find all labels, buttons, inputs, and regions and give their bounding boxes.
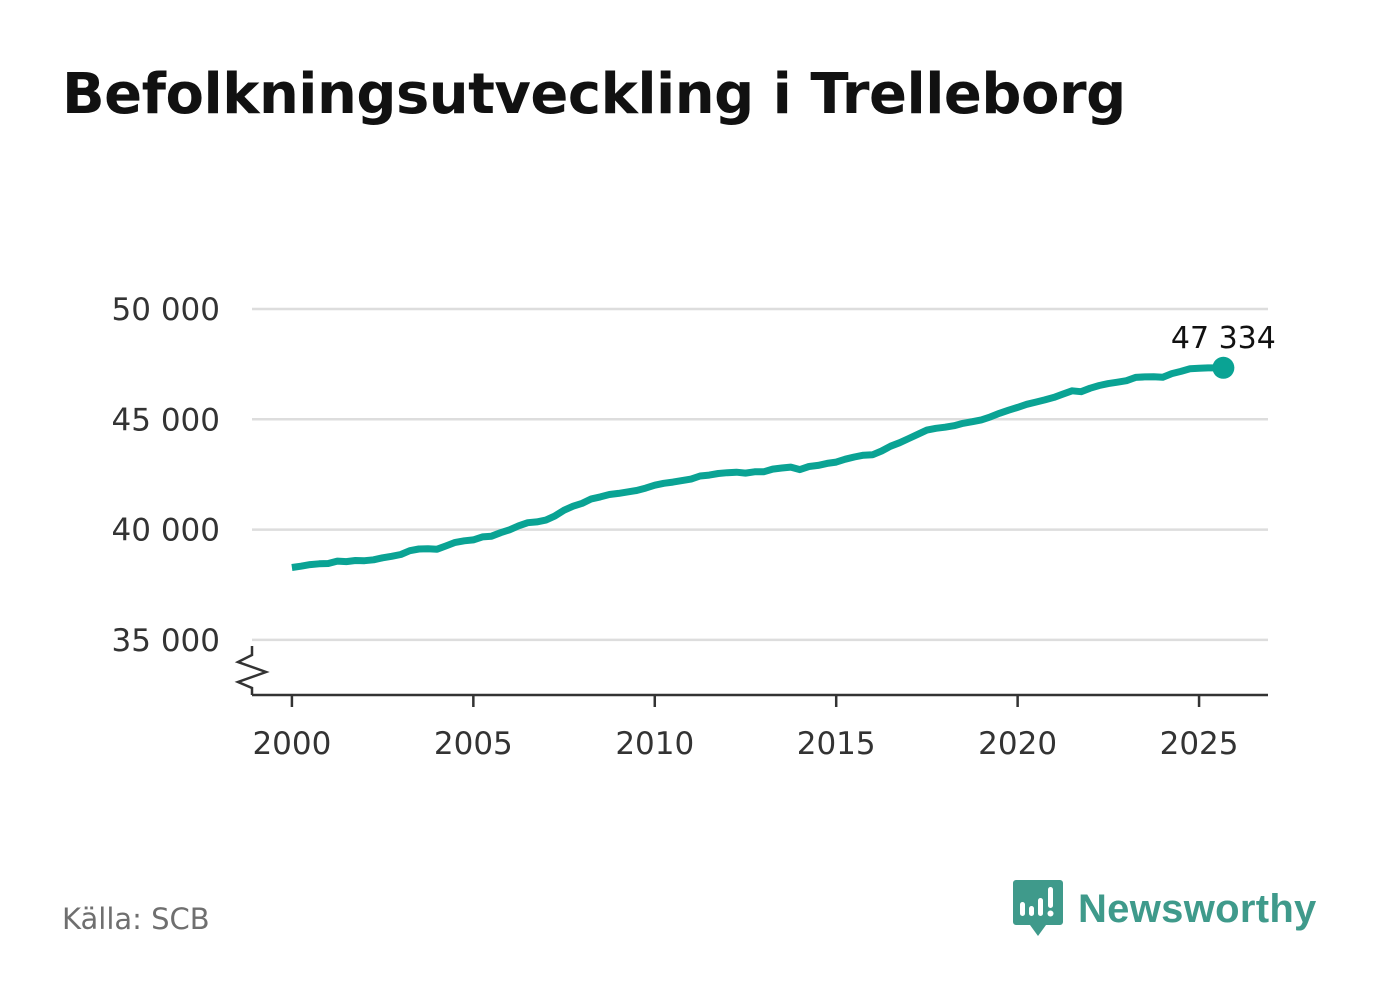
axis-break-marker	[234, 646, 270, 695]
y-tick-label: 40 000	[112, 513, 220, 549]
x-tick-label: 2005	[434, 726, 513, 762]
brand-logo[interactable]: Newsworthy	[1012, 878, 1317, 940]
end-value-label: 47 334	[1171, 321, 1276, 356]
x-tick-label: 2015	[797, 726, 876, 762]
x-tick-label: 2010	[615, 726, 694, 762]
chart-title: Befolkningsutveckling i Trelleborg	[62, 62, 1126, 127]
end-point-marker	[1212, 356, 1235, 379]
x-tick-label: 2000	[252, 726, 331, 762]
brand-name: Newsworthy	[1078, 886, 1317, 931]
x-tick-label: 2025	[1160, 726, 1239, 762]
y-tick-label: 50 000	[112, 292, 220, 328]
series-line	[291, 364, 1224, 571]
source-label: Källa: SCB	[62, 902, 210, 936]
newsworthy-logo-icon	[1013, 880, 1063, 936]
y-tick-label: 45 000	[112, 402, 220, 438]
x-tick-label: 2020	[978, 726, 1057, 762]
y-tick-label: 35 000	[112, 623, 220, 659]
